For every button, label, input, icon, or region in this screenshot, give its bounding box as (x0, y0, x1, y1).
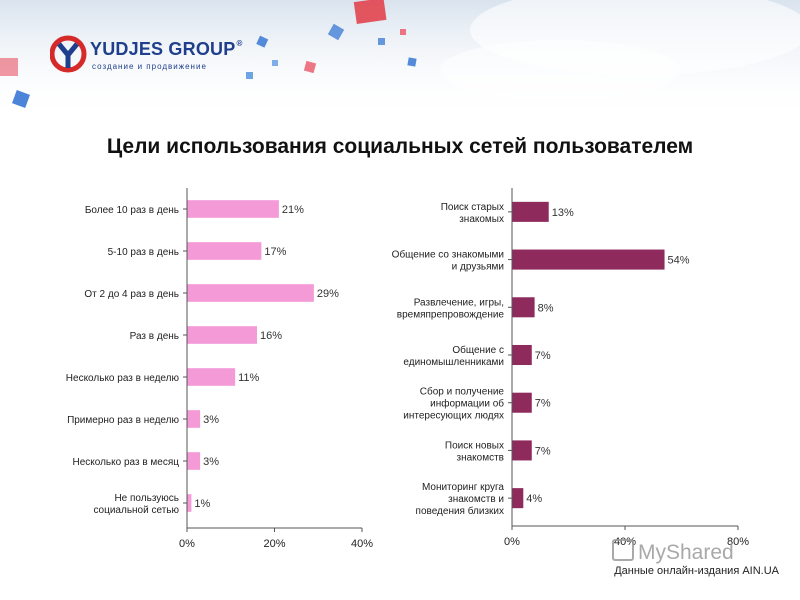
bar-value-label: 21% (282, 204, 304, 216)
bar-value-label: 11% (238, 372, 259, 384)
bar (512, 201, 549, 222)
bar (512, 297, 535, 318)
bar-value-label: 54% (668, 255, 690, 267)
category-label: Не пользуюсь социальной сетью (93, 493, 179, 516)
category-label: Мониторинг круга знакомств и поведения бли… (416, 482, 505, 517)
category-label: Развлечение, игры, времяпрепровождение (397, 297, 505, 320)
bar (512, 488, 524, 509)
bar (512, 440, 532, 461)
category-label: Раз в день (130, 331, 179, 342)
bar (187, 242, 262, 260)
bar-value-label: 3% (203, 456, 219, 468)
bar (512, 392, 532, 413)
bar (187, 200, 279, 218)
chart-plot: 21% Более 10 раз в день 17% 5-10 раз в день… (66, 188, 373, 550)
bar-value-label: 3% (203, 414, 219, 426)
bar-value-label: 16% (260, 330, 282, 342)
bar-value-label: 8% (538, 302, 554, 314)
category-label: Более 10 раз в день (85, 205, 179, 216)
bar (187, 452, 201, 470)
source-note: Данные онлайн-издания AIN.UA (614, 565, 779, 577)
bar (187, 494, 192, 512)
bar (512, 344, 532, 366)
category-label: Примерно раз в неделю (67, 415, 179, 426)
bar-value-label: 1% (194, 498, 210, 510)
bar-value-label: 29% (317, 288, 339, 300)
category-label: 5-10 раз в день (108, 247, 179, 258)
bar-value-label: 7% (535, 398, 551, 410)
bar (512, 249, 665, 270)
bar (187, 326, 257, 344)
x-tick-label: 20% (263, 538, 285, 550)
chart-plot: 13% Поиск старых знакомых 54% Общение со зна… (392, 188, 749, 548)
category-label: Несколько раз в неделю (66, 373, 180, 384)
logo-name: YUDJES GROUP® (90, 39, 243, 59)
x-tick-label: 0% (504, 536, 520, 548)
category-label: От 2 до 4 раз в день (84, 289, 179, 300)
watermark: MyShared (612, 539, 734, 565)
category-label: Сбор и получение информации об интересующи… (403, 386, 504, 422)
bar-value-label: 17% (264, 246, 286, 258)
bar-value-label: 7% (535, 350, 551, 362)
bar-value-label: 7% (535, 445, 551, 457)
bar (187, 410, 201, 428)
category-label: Общение со знакомыми и друзьями (392, 249, 504, 273)
x-tick-label: 0% (179, 538, 195, 550)
logo-mark-icon (50, 35, 87, 73)
company-logo: YUDJES GROUP® создание и продвижение (50, 32, 242, 84)
slide-title: Цели использования социальных сетей поль… (106, 135, 694, 158)
category-label: Поиск новых знакомств (445, 440, 504, 463)
category-label: Общение с единомышленниками (403, 344, 504, 368)
category-label: Несколько раз в месяц (72, 457, 179, 468)
bar (187, 368, 236, 386)
logo-registered-mark: ® (236, 39, 243, 48)
bar (187, 284, 314, 302)
category-label: Поиск старых знакомых (441, 202, 504, 225)
x-tick-label: 80% (727, 536, 749, 548)
watermark-icon (612, 539, 634, 561)
x-tick-label: 40% (351, 538, 373, 550)
logo-tagline: создание и продвижение (92, 62, 207, 71)
bar-value-label: 4% (526, 493, 542, 505)
bar-value-label: 13% (552, 207, 574, 219)
